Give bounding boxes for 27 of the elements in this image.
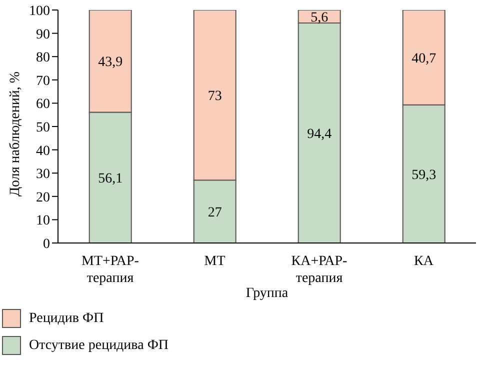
data-label: 94,4 [307, 127, 332, 142]
x-axis-title: Группа [246, 286, 289, 301]
data-label: 27 [208, 206, 222, 221]
y-tick-label: 50 [36, 120, 50, 136]
legend-label: Отсутвие рецидива ФП [29, 338, 168, 354]
y-tick-label: 80 [36, 50, 50, 66]
data-label: 40,7 [412, 51, 436, 66]
x-tick-label: КА [414, 254, 434, 269]
x-tick-label: МТ+РАР-терапия [82, 254, 140, 286]
data-label: 59,3 [412, 168, 436, 183]
data-label: 56,1 [98, 172, 123, 187]
x-tick-label: МТ [204, 254, 226, 269]
data-label: 43,9 [98, 55, 123, 70]
y-tick-label: 30 [36, 167, 50, 182]
y-tick-label: 90 [36, 27, 50, 42]
y-tick-label: 40 [36, 144, 50, 159]
data-label: 5,6 [310, 10, 328, 26]
y-tick-label: 10 [36, 214, 50, 229]
legend-label: Рецидив ФП [29, 310, 104, 326]
y-tick-label: 20 [36, 190, 50, 206]
y-tick-label: 0 [43, 236, 50, 252]
y-tick-label: 70 [36, 74, 50, 89]
data-label: 73 [208, 89, 222, 104]
x-tick-label: КА+РАР-терапия [291, 254, 348, 286]
y-tick-label: 60 [36, 97, 50, 112]
y-axis-title: Доля наблюдений, % [8, 71, 23, 196]
y-tick-label: 100 [29, 4, 50, 19]
